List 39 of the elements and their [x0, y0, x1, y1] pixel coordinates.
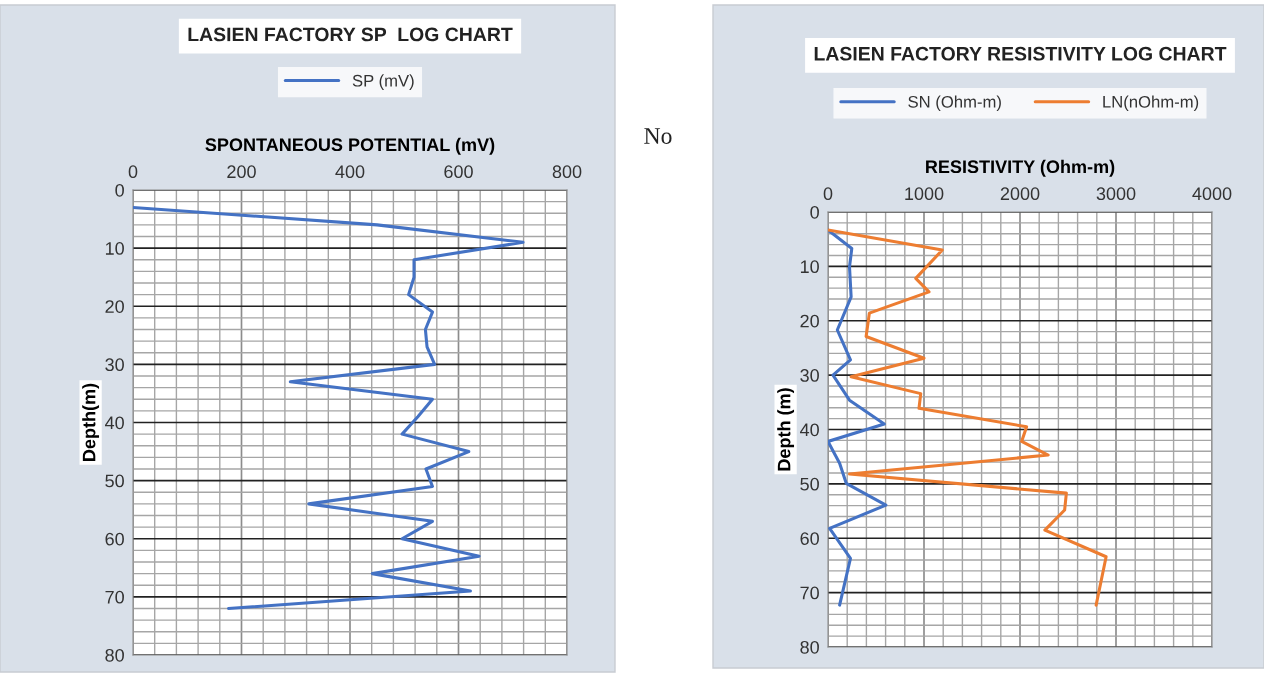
chart-title: LASIEN FACTORY SP LOG CHART: [188, 27, 513, 42]
y-tick-label: 40: [105, 416, 124, 430]
y-tick-label: 80: [105, 648, 124, 662]
line-series: [133, 205, 525, 611]
y-tick-label: 60: [800, 532, 819, 545]
legend-label: SN (Ohm-m): [908, 95, 1001, 112]
y-tick-label: 70: [800, 586, 819, 600]
x-tick-label: 1000: [905, 187, 944, 201]
legend-label: SP (mV): [352, 74, 414, 90]
y-tick-label: 30: [800, 369, 819, 382]
x-axis-title: RESISTIVITY (Ohm-m): [926, 159, 1115, 177]
x-axis-title: SPONTANEOUS POTENTIAL (mV): [205, 137, 495, 155]
x-tick-label: 4000: [1192, 187, 1232, 201]
y-tick-label: 60: [105, 532, 124, 546]
y-tick-label: 30: [105, 358, 124, 372]
y-tick-label: 80: [800, 640, 819, 654]
y-tick-label: 70: [105, 590, 124, 604]
x-tick-label: 0: [823, 187, 833, 201]
text: No: [644, 128, 672, 144]
y-axis-title: Depth (m): [777, 388, 795, 471]
y-tick-label: 10: [105, 242, 124, 255]
y-tick-label: 0: [810, 205, 819, 219]
y-tick-label: 50: [105, 474, 124, 488]
x-tick-label: 0: [128, 165, 138, 179]
x-tick-label: 600: [444, 165, 473, 179]
y-tick-label: 40: [800, 423, 819, 437]
line-series: [828, 228, 1108, 607]
y-tick-label: 20: [800, 314, 819, 328]
y-tick-label: 20: [105, 300, 124, 313]
x-tick-label: 3000: [1096, 187, 1136, 201]
y-axis-title: Depth(m): [82, 383, 100, 461]
x-tick-label: 200: [227, 165, 256, 179]
legend-label: LN(nOhm-m): [1103, 95, 1199, 112]
chart-title: LASIEN FACTORY RESISTIVITY LOG CHART: [814, 46, 1227, 61]
y-tick-label: 50: [800, 477, 819, 491]
x-tick-label: 800: [552, 165, 582, 179]
y-tick-label: 10: [800, 260, 819, 274]
x-tick-label: 2000: [1000, 187, 1040, 201]
x-tick-label: 400: [335, 165, 365, 179]
